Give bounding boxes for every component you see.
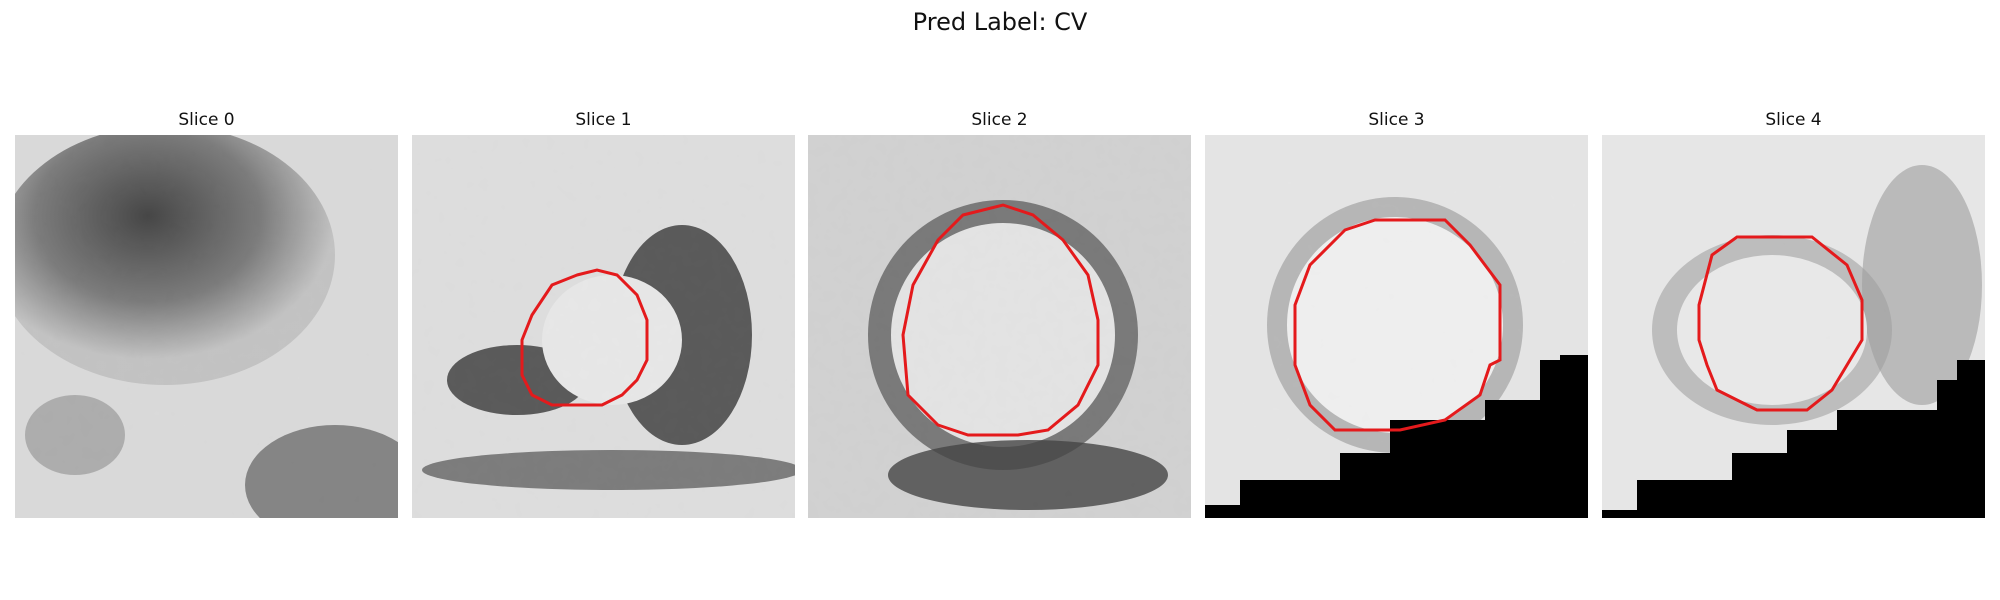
slice-panel-1: Slice 1 <box>412 105 795 518</box>
slice-title: Slice 1 <box>575 110 632 130</box>
slice-title: Slice 4 <box>1765 110 1822 130</box>
slice-image <box>15 135 398 518</box>
slice-panel-0: Slice 0 <box>15 105 398 518</box>
slice-image <box>808 135 1191 518</box>
segmentation-contour <box>901 203 1100 437</box>
figure-title: Pred Label: CV <box>912 8 1088 36</box>
slice-title: Slice 2 <box>971 110 1028 130</box>
slice-title: Slice 0 <box>178 110 235 130</box>
segmentation-contour <box>1293 218 1502 432</box>
slice-image <box>1205 135 1588 518</box>
black-mask <box>1602 360 1985 518</box>
segmentation-contour <box>520 268 649 407</box>
slice-panel-2: Slice 2 <box>808 105 1191 518</box>
slice-panel-4: Slice 4 <box>1602 105 1985 518</box>
slice-panel-3: Slice 3 <box>1205 105 1588 518</box>
segmentation-contour <box>1697 235 1864 412</box>
slice-image <box>1602 135 1985 518</box>
black-mask <box>1205 355 1588 518</box>
slice-title: Slice 3 <box>1368 110 1425 130</box>
slice-image <box>412 135 795 518</box>
